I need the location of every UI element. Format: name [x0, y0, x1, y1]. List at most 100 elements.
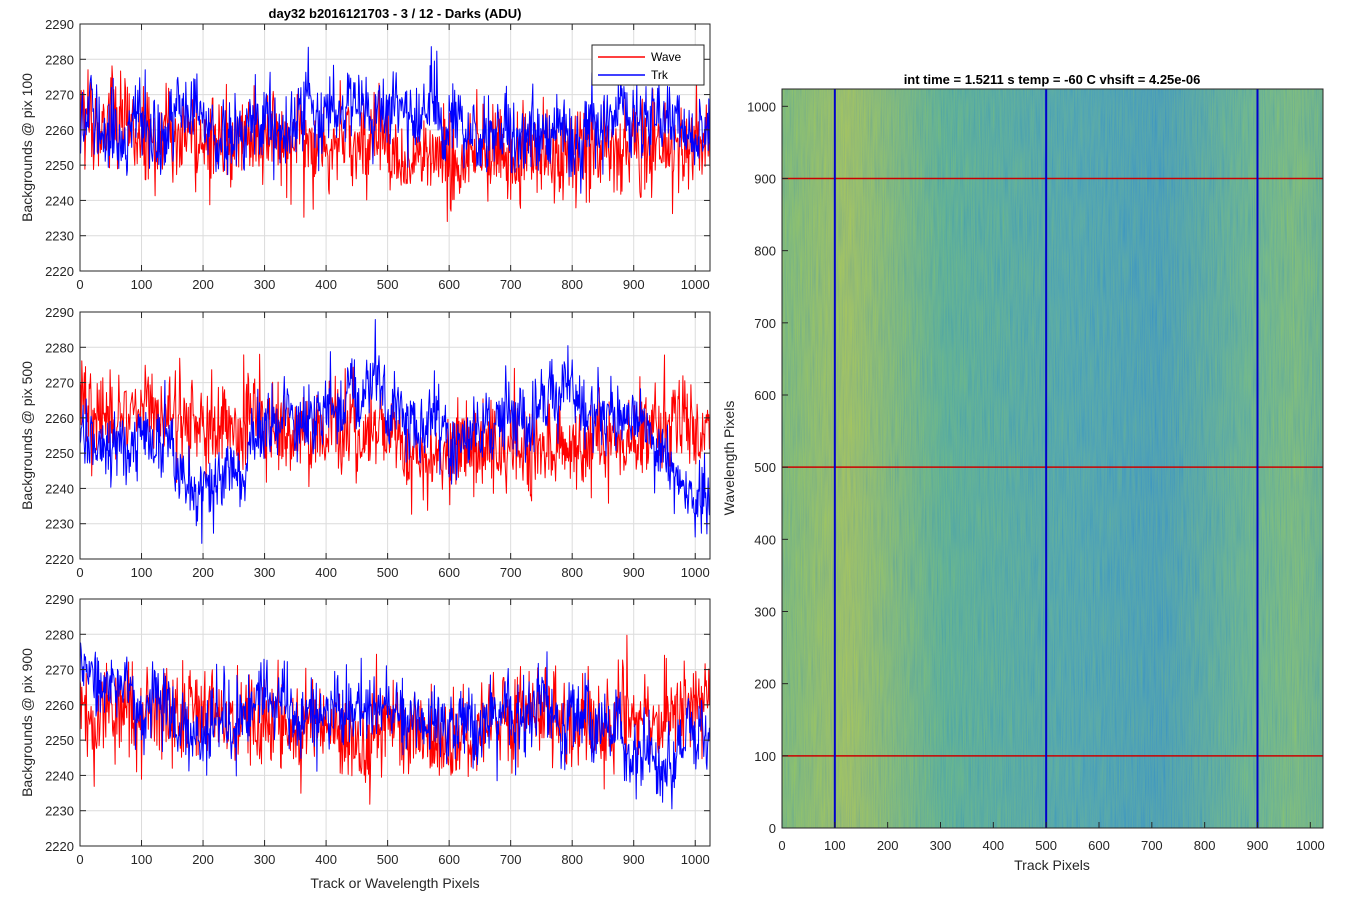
line-panel-pix-500: 0 100 200 300 400 500 600 700 800 900 1000 2220 2230… [19, 305, 711, 580]
x-tick-label: 0 [778, 838, 785, 853]
y-tick-label: 2240 [45, 193, 74, 208]
y-tick-label: 2290 [45, 592, 74, 607]
y-tick-label: 2260 [45, 411, 74, 426]
series-line-trk [79, 319, 711, 544]
axes-frame [79, 23, 711, 272]
y-axis-label: Backgrounds @ pix 100 [19, 73, 35, 222]
x-tick-label: 400 [315, 565, 337, 580]
heatmap-panel: int time = 1.5211 s temp = -60 C vhsift … [721, 72, 1325, 873]
y-tick-label: 100 [754, 749, 776, 764]
y-tick-label: 0 [769, 821, 776, 836]
y-tick-label: 500 [754, 460, 776, 475]
y-tick-label: 2290 [45, 17, 74, 32]
axes-frame [79, 311, 711, 560]
x-tick-label: 0 [76, 852, 83, 867]
x-tick-label: 900 [623, 277, 645, 292]
x-tick-label: 500 [377, 852, 399, 867]
y-tick-label: 2250 [45, 446, 74, 461]
y-tick-label: 2280 [45, 52, 74, 67]
x-tick-label: 800 [561, 565, 583, 580]
heatmap-title: int time = 1.5211 s temp = -60 C vhsift … [904, 72, 1201, 87]
x-tick-label: 600 [1088, 838, 1110, 853]
x-tick-label: 100 [131, 277, 153, 292]
x-tick-label: 900 [623, 565, 645, 580]
x-tick-label: 600 [438, 852, 460, 867]
y-tick-label: 1000 [747, 99, 776, 114]
heatmap-axes: 0 100 200 300 400 500 600 700 800 900 1000 0 100 200 3… [747, 99, 1325, 853]
y-tick-label: 2230 [45, 229, 74, 244]
x-tick-label: 700 [500, 565, 522, 580]
y-tick-label: 2280 [45, 627, 74, 642]
y-tick-label: 2230 [45, 517, 74, 532]
x-tick-label: 400 [315, 852, 337, 867]
x-tick-label: 800 [561, 852, 583, 867]
x-tick-label: 100 [131, 565, 153, 580]
x-tick-label: 1000 [681, 565, 710, 580]
x-tick-label: 400 [982, 838, 1004, 853]
x-tick-label: 500 [1035, 838, 1057, 853]
x-tick-label: 400 [315, 277, 337, 292]
heatmap-marker-lines [782, 89, 1323, 828]
x-tick-label: 200 [192, 565, 214, 580]
y-tick-label: 900 [754, 171, 776, 186]
y-tick-label: 300 [754, 604, 776, 619]
series-line-wave [79, 353, 711, 515]
y-tick-label: 2270 [45, 376, 74, 391]
y-tick-label: 2220 [45, 839, 74, 854]
x-tick-label: 700 [500, 277, 522, 292]
x-tick-label: 900 [623, 852, 645, 867]
x-tick-label: 900 [1247, 838, 1269, 853]
x-tick-label: 0 [76, 565, 83, 580]
x-tick-label: 700 [500, 852, 522, 867]
x-tick-label: 500 [377, 277, 399, 292]
legend-label-trk: Trk [651, 68, 669, 82]
x-tick-label: 300 [254, 852, 276, 867]
y-tick-label: 700 [754, 316, 776, 331]
y-tick-label: 400 [754, 532, 776, 547]
x-tick-label: 800 [561, 277, 583, 292]
x-tick-label: 500 [377, 565, 399, 580]
x-tick-label: 0 [76, 277, 83, 292]
y-tick-label: 2270 [45, 88, 74, 103]
heatmap-xlabel: Track Pixels [1014, 857, 1090, 873]
x-tick-label: 1000 [1296, 838, 1325, 853]
y-tick-label: 2260 [45, 123, 74, 138]
heatmap-texture [782, 89, 1323, 828]
line-panel-pix-900: 0 100 200 300 400 500 600 700 800 900 1000 2220 2230… [19, 592, 711, 891]
heatmap-ylabel: Wavelength Pixels [721, 401, 737, 516]
y-tick-label: 2240 [45, 481, 74, 496]
x-tick-label: 200 [877, 838, 899, 853]
x-tick-label: 800 [1194, 838, 1216, 853]
x-tick-label: 100 [824, 838, 846, 853]
series-line-trk [79, 46, 711, 194]
x-tick-label: 300 [254, 565, 276, 580]
y-tick-label: 2280 [45, 340, 74, 355]
y-axis-label: Backgrounds @ pix 900 [19, 648, 35, 797]
legend-label-wave: Wave [651, 50, 682, 64]
series-line-trk [79, 642, 711, 810]
y-tick-label: 2250 [45, 733, 74, 748]
x-tick-label: 1000 [681, 852, 710, 867]
x-tick-label: 700 [1141, 838, 1163, 853]
y-tick-label: 2270 [45, 663, 74, 678]
x-tick-label: 200 [192, 852, 214, 867]
x-tick-label: 600 [438, 565, 460, 580]
x-tick-label: 1000 [681, 277, 710, 292]
y-tick-label: 2230 [45, 804, 74, 819]
y-tick-label: 200 [754, 677, 776, 692]
heatmap-frame [781, 88, 1324, 829]
y-tick-label: 2240 [45, 768, 74, 783]
y-axis-label: Backgrounds @ pix 500 [19, 361, 35, 510]
y-tick-label: 2290 [45, 305, 74, 320]
x-tick-label: 200 [192, 277, 214, 292]
x-tick-label: 100 [131, 852, 153, 867]
x-tick-label: 300 [930, 838, 952, 853]
figure-title: day32 b2016121703 - 3 / 12 - Darks (ADU) [269, 6, 522, 21]
y-tick-label: 2250 [45, 158, 74, 173]
y-tick-label: 2260 [45, 698, 74, 713]
axes-frame [79, 598, 711, 847]
y-tick-label: 800 [754, 244, 776, 259]
legend: Wave Trk [591, 44, 705, 86]
x-axis-label: Track or Wavelength Pixels [310, 875, 479, 891]
